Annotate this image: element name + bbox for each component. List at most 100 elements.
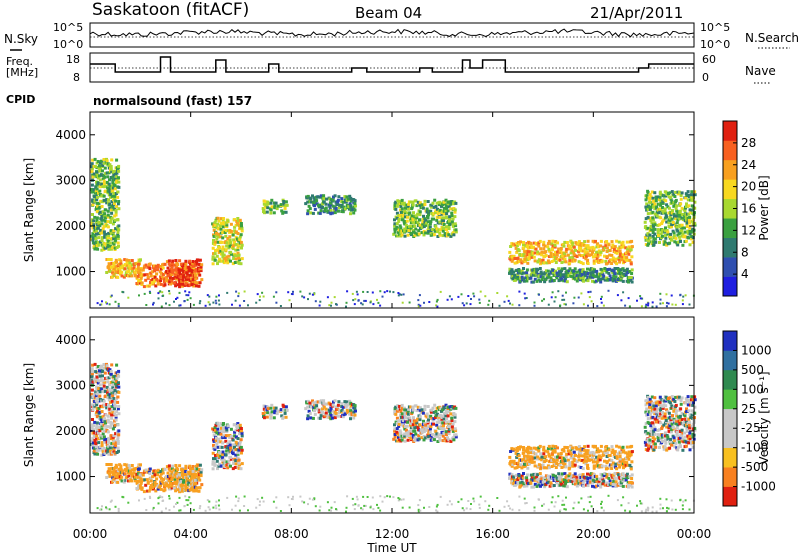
velocity-echo-cell	[163, 488, 167, 492]
velocity-echo-cell	[572, 455, 575, 459]
power-echo-cell	[102, 194, 106, 198]
velocity-echo-cell	[99, 404, 103, 408]
power-echo-cell	[680, 191, 684, 195]
power-echo-cell	[109, 229, 113, 233]
velocity-echo-cell	[544, 455, 548, 459]
power-echo-cell	[344, 200, 348, 204]
velocity-echo-cell	[153, 483, 157, 487]
velocity-echo-cell	[171, 475, 175, 479]
velocity-echo-cell	[341, 405, 345, 409]
power-echo-cell	[623, 269, 626, 273]
power-echo-cell	[116, 241, 120, 245]
power-echo-cell	[435, 300, 438, 303]
power-echo-cell	[346, 197, 350, 201]
velocity-echo-cell	[566, 458, 570, 462]
power-echo-cell	[580, 292, 583, 295]
velocity-echo-cell	[543, 485, 547, 489]
velocity-echo-cell	[453, 427, 457, 431]
power-echo-cell	[690, 204, 694, 208]
velocity-echo-cell	[219, 432, 223, 436]
power-echo-cell	[116, 275, 120, 279]
power-echo-cell	[93, 226, 97, 230]
velocity-echo-cell	[188, 478, 192, 482]
velocity-echo-cell	[508, 476, 511, 480]
power-echo-cell	[544, 250, 548, 254]
power-echo-cell	[343, 198, 347, 202]
power-echo-cell	[284, 200, 288, 204]
velocity-echo-cell	[595, 484, 598, 488]
power-echo-cell	[619, 268, 623, 272]
velocity-echo-cell	[537, 483, 541, 487]
power-echo-cell	[414, 227, 418, 231]
power-echo-cell	[435, 227, 439, 231]
velocity-echo-cell	[319, 414, 323, 418]
power-echo-cell	[99, 164, 103, 168]
power-echo-cell	[586, 279, 590, 283]
velocity-echo-cell	[586, 484, 590, 488]
power-echo-cell	[195, 262, 199, 266]
power-echo-cell	[110, 216, 114, 220]
power-echo-cell	[144, 278, 148, 282]
velocity-echo-cell	[420, 430, 424, 434]
power-echo-cell	[237, 256, 241, 260]
velocity-echo-cell	[311, 399, 314, 403]
velocity-echo-cell	[159, 476, 163, 480]
power-echo-cell	[216, 262, 219, 266]
power-echo-cell	[688, 215, 692, 219]
power-echo-cell	[613, 245, 617, 249]
velocity-echo-cell	[621, 445, 625, 449]
power-echo-cell	[578, 278, 582, 282]
power-echo-cell	[675, 204, 678, 208]
power-echo-cell	[92, 172, 96, 176]
velocity-echo-cell	[113, 423, 117, 427]
power-echo-cell	[222, 253, 226, 257]
power-echo-cell	[418, 218, 422, 222]
velocity-echo-cell	[94, 413, 98, 417]
velocity-echo-cell	[107, 387, 111, 391]
power-echo-cell	[552, 253, 556, 256]
velocity-echo-cell	[554, 478, 558, 482]
power-echo-cell	[155, 272, 159, 276]
power-echo-cell	[522, 267, 525, 270]
power-echo-cell	[541, 275, 545, 279]
power-echo-cell	[434, 225, 438, 228]
velocity-echo-cell	[425, 415, 429, 419]
power-echo-cell	[243, 290, 246, 293]
velocity-echo-cell	[400, 403, 404, 407]
power-echo-cell	[91, 232, 95, 236]
power-echo-cell	[513, 261, 517, 265]
power-echo-cell	[259, 295, 261, 298]
power-echo-cell	[229, 244, 233, 248]
power-echo-cell	[644, 225, 648, 228]
power-echo-cell	[449, 222, 453, 226]
power-echo-cell	[99, 166, 102, 170]
power-echo-cell	[198, 302, 201, 305]
velocity-echo-cell	[573, 463, 577, 467]
power-echo-cell	[594, 252, 598, 256]
velocity-echo-cell	[444, 430, 448, 434]
power-echo-cell	[233, 218, 236, 222]
velocity-echo-cell	[585, 449, 588, 453]
power-echo-cell	[596, 305, 599, 308]
velocity-echo-cell	[138, 473, 142, 477]
power-echo-cell	[151, 270, 155, 274]
power-echo-cell	[123, 263, 127, 267]
power-echo-cell	[672, 234, 676, 238]
velocity-echo-cell	[348, 399, 352, 403]
power-echo-cell	[508, 250, 512, 254]
power-echo-cell	[109, 232, 113, 236]
velocity-echo-cell	[444, 420, 448, 424]
velocity-echo-cell	[586, 480, 590, 484]
velocity-echo-cell	[282, 407, 286, 411]
power-echo-cell	[563, 254, 567, 258]
velocity-echo-cell	[213, 426, 217, 429]
velocity-echo-cell	[395, 416, 399, 420]
power-echo-cell	[659, 292, 662, 295]
velocity-echo-cell	[216, 445, 220, 449]
power-echo-cell	[543, 261, 547, 265]
velocity-echo-cell	[91, 431, 95, 435]
power-echo-cell	[397, 294, 400, 297]
power-echo-cell	[511, 275, 515, 278]
power-echo-cell	[221, 251, 225, 255]
power-echo-cell	[503, 300, 506, 303]
